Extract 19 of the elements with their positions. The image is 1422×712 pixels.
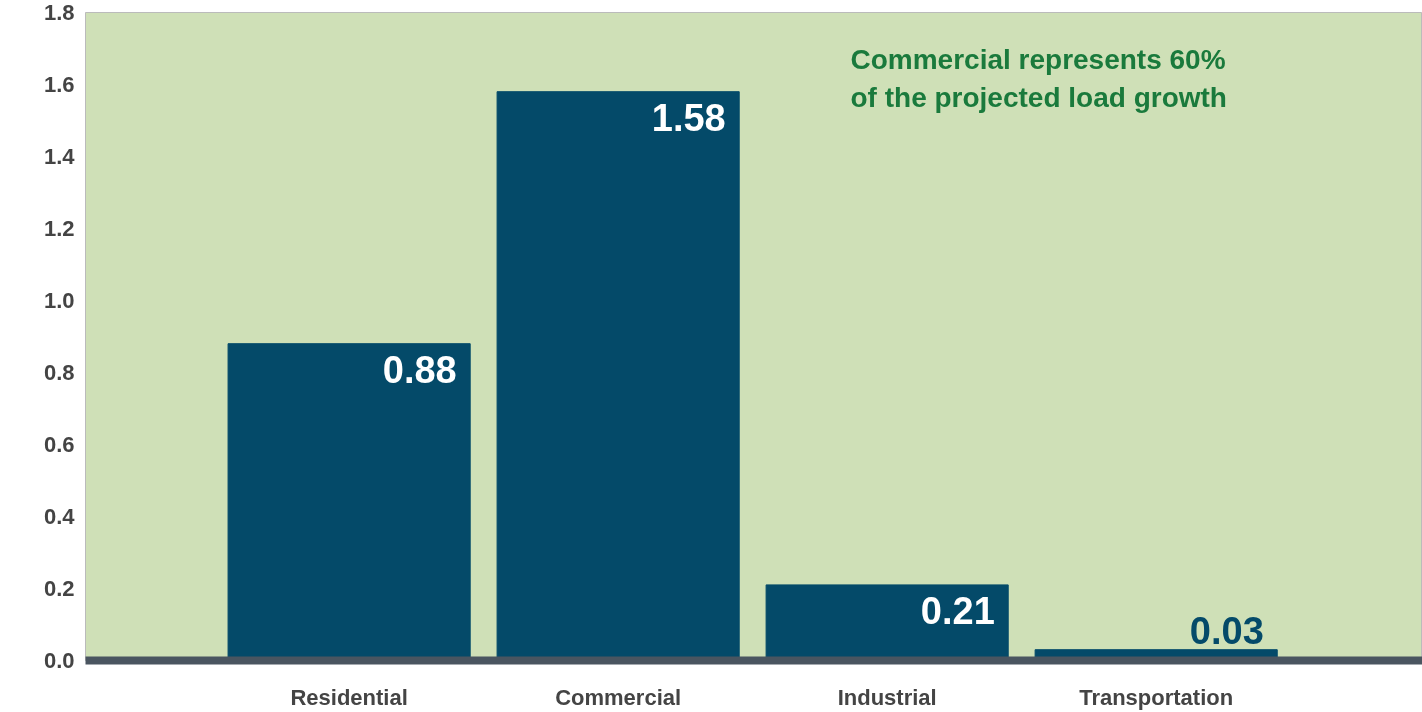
x-tick-label: Transportation: [1079, 684, 1234, 710]
y-tick-label: 1.6: [43, 72, 75, 97]
y-tick-label: 0.6: [43, 432, 75, 457]
data-label: 0.21: [920, 589, 995, 632]
x-tick-label: Commercial: [555, 684, 682, 710]
y-tick-label: 1.2: [43, 216, 75, 241]
data-label: 0.03: [1189, 609, 1264, 652]
annotation: Commercial represents 60% of the projected load growth: [850, 43, 1227, 114]
data-label: 1.58: [651, 96, 726, 139]
y-tick-label: 0.2: [43, 576, 75, 601]
y-tick-label: 1.8: [43, 0, 75, 25]
y-tick-label: 0.0: [43, 648, 75, 673]
data-label: 0.88: [382, 348, 457, 391]
y-tick-label: 0.8: [43, 360, 75, 385]
x-tick-label: Residential: [290, 684, 408, 710]
y-tick-label: 1.4: [43, 144, 76, 169]
y-tick-label: 1.0: [43, 288, 75, 313]
x-tick-label: Industrial: [837, 684, 937, 710]
y-tick-label: 0.4: [43, 504, 76, 529]
